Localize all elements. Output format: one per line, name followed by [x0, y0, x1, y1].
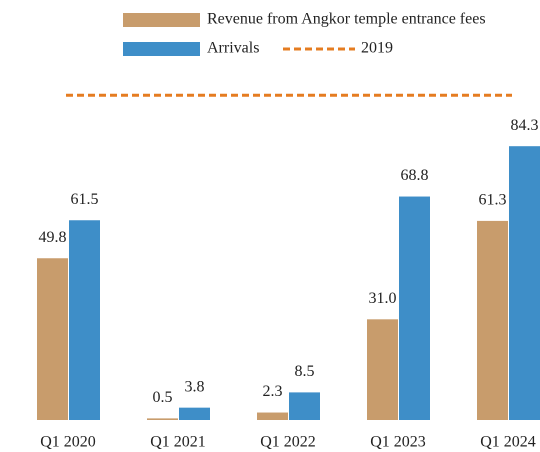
- bar: [37, 258, 68, 420]
- x-tick-label: Q1 2020: [40, 434, 96, 451]
- x-tick-label: Q1 2024: [480, 434, 536, 451]
- bar: [367, 319, 398, 420]
- data-label: 61.5: [71, 191, 99, 208]
- x-tick-label: Q1 2022: [260, 434, 316, 451]
- bar: [179, 407, 210, 420]
- legend-label: Revenue from Angkor temple entrance fees: [207, 11, 486, 28]
- bar: [399, 196, 430, 420]
- data-label: 49.8: [39, 229, 67, 246]
- x-tick-label: Q1 2021: [150, 434, 206, 451]
- legend-swatch: [123, 42, 200, 56]
- bar: [257, 412, 288, 420]
- data-label: 61.3: [479, 192, 507, 209]
- bar: [289, 392, 320, 420]
- data-label: 31.0: [369, 290, 397, 307]
- legend-label: Arrivals: [207, 40, 259, 57]
- x-tick-label: Q1 2023: [370, 434, 426, 451]
- bar: [477, 220, 508, 420]
- data-label: 8.5: [295, 363, 315, 380]
- bar: [509, 146, 540, 420]
- data-label: 3.8: [185, 378, 205, 395]
- legend-swatch: [123, 13, 200, 27]
- data-label: 2.3: [263, 383, 283, 400]
- bar: [69, 220, 100, 420]
- legend-label: 2019: [361, 40, 393, 57]
- data-label: 84.3: [511, 117, 539, 134]
- bar: [147, 418, 178, 420]
- data-label: 68.8: [401, 167, 429, 184]
- data-label: 0.5: [153, 389, 173, 406]
